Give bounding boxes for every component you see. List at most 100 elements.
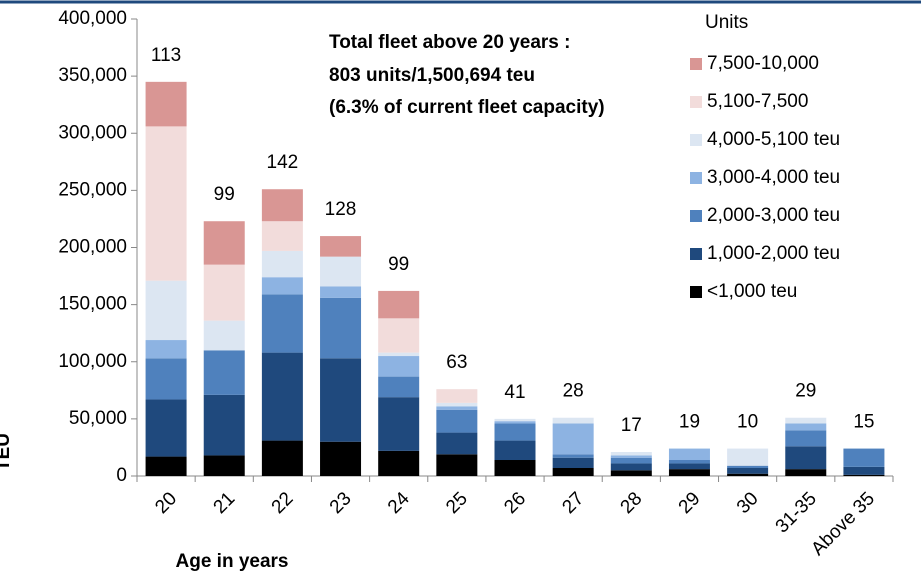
bar-segment: [668, 460, 710, 464]
legend-label: 3,000-4,000 teu: [707, 167, 840, 188]
legend-swatch: [690, 172, 702, 184]
x-tick-label: 29: [675, 488, 705, 518]
bar-label: 142: [267, 152, 299, 173]
bar-segment: [727, 468, 769, 474]
bar-segment: [378, 450, 420, 476]
bar-label: 19: [679, 412, 700, 433]
bar-segment: [436, 402, 478, 407]
bar-label: 99: [388, 254, 409, 275]
bar-label: 17: [621, 415, 642, 436]
y-tick-label: 400,000: [58, 8, 127, 29]
bar-segment: [727, 465, 769, 469]
x-tick-label: 22: [268, 488, 298, 518]
bar-segment: [261, 440, 303, 476]
bar-label: 28: [563, 381, 584, 402]
bar-segment: [843, 466, 885, 475]
bar-label: 10: [737, 412, 758, 433]
bar-segment: [610, 455, 652, 458]
bar-segment: [145, 81, 187, 127]
bar-segment: [378, 318, 420, 353]
bar-segment: [378, 290, 420, 319]
bar-segment: [378, 352, 420, 357]
bar-segment: [320, 256, 362, 287]
bar-segment: [843, 474, 885, 476]
bar-segment: [785, 430, 827, 447]
bar-label: 15: [853, 412, 874, 433]
bar-segment: [203, 394, 245, 456]
bar-segment: [785, 417, 827, 424]
legend-swatch: [690, 210, 702, 222]
x-tick-label: 20: [151, 488, 181, 518]
x-axis-label: Age in years: [176, 551, 289, 572]
bar-segment: [203, 350, 245, 395]
bar-segment: [610, 457, 652, 464]
bar-segment: [494, 423, 536, 441]
bar-segment: [203, 264, 245, 321]
legend-label: 5,100-7,500: [707, 91, 808, 112]
legend-label: 2,000-3,000 teu: [707, 205, 840, 226]
bar-segment: [494, 460, 536, 476]
bar-segment: [727, 448, 769, 466]
y-tick-label: 350,000: [58, 65, 127, 86]
bar-segment: [552, 423, 594, 455]
bar-segment: [261, 250, 303, 278]
bar-segment: [610, 463, 652, 471]
y-tick-label: 250,000: [58, 179, 127, 200]
bar-label: 113: [151, 45, 181, 66]
bar-segment: [494, 418, 536, 422]
bar-segment: [320, 286, 362, 298]
x-tick-label: 23: [326, 488, 356, 518]
annotation: Total fleet above 20 years :: [329, 32, 570, 53]
bar-segment: [436, 389, 478, 403]
bar-label: 41: [504, 382, 525, 403]
bar-segment: [320, 297, 362, 359]
bar-segment: [261, 189, 303, 222]
legend-label: 4,000-5,100 teu: [707, 129, 840, 150]
bar-segment: [261, 294, 303, 353]
y-tick-label: 0: [116, 465, 127, 486]
legend-label: <1,000 teu: [707, 281, 797, 302]
bar-segment: [785, 469, 827, 476]
bar-segment: [494, 440, 536, 461]
legend-label: 7,500-10,000: [707, 53, 819, 74]
bar-segment: [378, 397, 420, 451]
bar-segment: [436, 406, 478, 410]
x-tick-label: 31-35: [772, 488, 821, 537]
x-tick-label: 21: [210, 488, 240, 518]
bar-segment: [494, 421, 536, 424]
bar-segment: [261, 221, 303, 251]
bar-label: 128: [325, 199, 357, 220]
bar-segment: [785, 423, 827, 431]
bar-segment: [552, 417, 594, 424]
bar-segment: [436, 409, 478, 433]
bar-segment: [436, 454, 478, 476]
bar-segment: [145, 340, 187, 359]
legend-swatch: [690, 134, 702, 146]
bar-segment: [436, 432, 478, 455]
bar-segment: [145, 280, 187, 341]
y-axis-label: TEU: [0, 433, 14, 471]
bar-segment: [668, 448, 710, 461]
y-tick-label: 150,000: [58, 294, 127, 315]
bar-segment: [145, 399, 187, 457]
legend-swatch: [690, 96, 702, 108]
bar-segment: [668, 469, 710, 476]
bar-segment: [727, 473, 769, 476]
y-tick-label: 300,000: [58, 122, 127, 143]
bar-segment: [378, 356, 420, 377]
bar-segment: [145, 358, 187, 400]
bar-segment: [145, 126, 187, 281]
bar-segment: [610, 470, 652, 476]
x-tick-label: 24: [384, 488, 414, 518]
y-tick-label: 200,000: [58, 237, 127, 258]
bar-segment: [552, 454, 594, 458]
y-tick-label: 100,000: [58, 351, 127, 372]
bar-segment: [378, 376, 420, 398]
bar-segment: [320, 441, 362, 476]
x-tick-label: 28: [617, 488, 647, 518]
annotation: 803 units/1,500,694 teu: [329, 65, 535, 86]
x-tick-label: 26: [500, 488, 530, 518]
x-tick-label: 25: [442, 488, 472, 518]
bar-label: 99: [214, 184, 235, 205]
